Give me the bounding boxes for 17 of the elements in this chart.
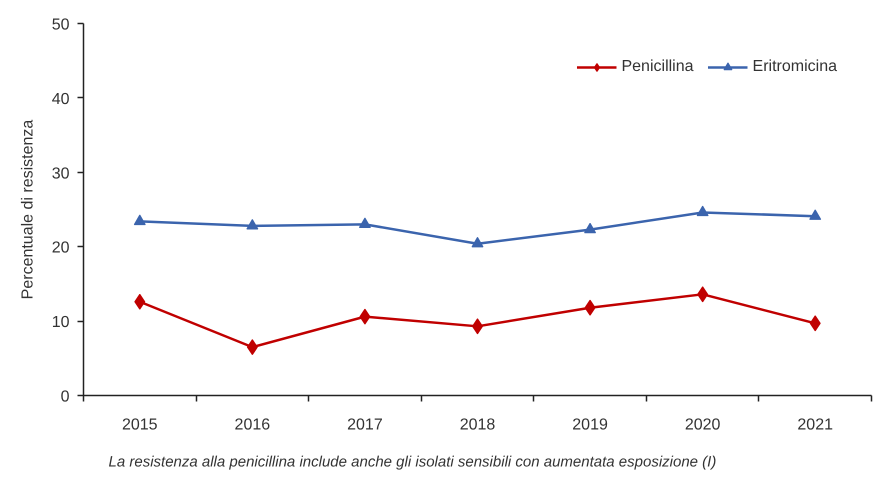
x-tick-label: 2016	[234, 416, 270, 434]
legend-label: Eritromicina	[752, 58, 837, 76]
x-tick-label: 2017	[347, 416, 383, 434]
legend-label: Penicillina	[621, 58, 694, 76]
y-tick-label: 0	[60, 388, 70, 406]
x-tick-label: 2015	[122, 416, 158, 434]
y-tick-label: 10	[52, 314, 70, 332]
x-tick-label: 2021	[797, 416, 834, 434]
text: La resistenza alla penicillina include anche gli isolati sensibili con aumentata esposizione (I)	[108, 454, 716, 470]
x-tick-label: 2019	[572, 416, 608, 434]
y-tick-label: 40	[52, 90, 70, 108]
y-tick-label: 20	[52, 240, 70, 257]
y-axis-title: Percentuale di resistenza	[20, 120, 37, 300]
y-tick-label: 50	[52, 16, 70, 34]
y-tick-label: 30	[52, 165, 70, 182]
x-tick-label: 2020	[684, 416, 721, 434]
x-tick-label: 2018	[460, 416, 496, 434]
